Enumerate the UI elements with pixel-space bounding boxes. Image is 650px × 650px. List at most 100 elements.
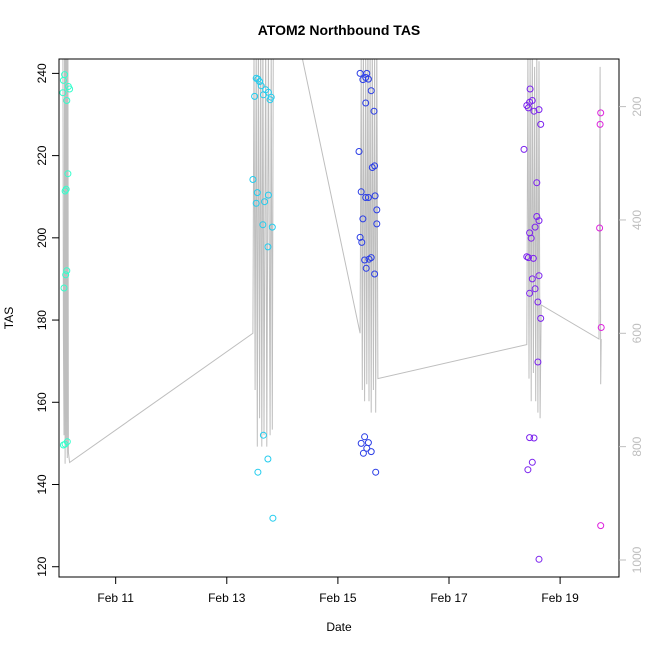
data-point bbox=[528, 458, 536, 466]
data-point bbox=[63, 438, 71, 446]
y2-tick-label: 200 bbox=[630, 96, 644, 116]
data-point bbox=[268, 223, 276, 231]
y2-tick-label: 600 bbox=[630, 323, 644, 343]
data-point bbox=[61, 71, 69, 79]
data-point bbox=[253, 189, 261, 197]
y-tick-label: 220 bbox=[35, 145, 49, 165]
data-point bbox=[261, 198, 269, 206]
data-point bbox=[62, 271, 70, 279]
data-point bbox=[596, 224, 604, 232]
data-point bbox=[531, 285, 539, 293]
data-points-layer bbox=[59, 69, 605, 563]
data-point bbox=[372, 468, 380, 476]
data-point bbox=[364, 75, 372, 83]
data-point bbox=[370, 107, 378, 115]
data-point bbox=[356, 69, 364, 77]
y-axis-left: 120 140 160 180 200 220 240 bbox=[35, 63, 59, 577]
data-point bbox=[530, 107, 538, 115]
data-point bbox=[62, 185, 70, 193]
data-point bbox=[66, 85, 74, 93]
y2-tick-label: 400 bbox=[630, 210, 644, 230]
data-point bbox=[535, 272, 543, 280]
data-point bbox=[267, 93, 275, 101]
data-point bbox=[520, 145, 528, 153]
data-point bbox=[524, 466, 532, 474]
data-point bbox=[537, 314, 545, 322]
data-point bbox=[59, 89, 67, 97]
data-point bbox=[524, 254, 532, 262]
data-point bbox=[264, 455, 272, 463]
x-axis: Feb 11 Feb 13 Feb 15 Feb 17 Feb 19 bbox=[97, 577, 579, 605]
data-point bbox=[264, 243, 272, 251]
data-point bbox=[259, 431, 267, 439]
y2-tick-label: 800 bbox=[630, 436, 644, 456]
data-point bbox=[530, 434, 538, 442]
data-point bbox=[356, 233, 364, 241]
data-point bbox=[529, 254, 537, 262]
data-point bbox=[364, 194, 372, 201]
data-point bbox=[373, 220, 381, 228]
data-point bbox=[362, 194, 370, 201]
data-point bbox=[367, 87, 375, 95]
y-tick-label: 140 bbox=[35, 474, 49, 494]
data-point bbox=[365, 255, 373, 263]
data-point bbox=[63, 97, 71, 104]
data-point bbox=[357, 439, 365, 447]
data-point bbox=[252, 199, 260, 207]
data-point bbox=[527, 234, 535, 242]
data-point bbox=[264, 191, 272, 199]
data-point bbox=[367, 254, 375, 262]
chart-title: ATOM2 Northbound TAS bbox=[258, 22, 421, 38]
x-tick-label: Feb 15 bbox=[319, 591, 357, 605]
data-point bbox=[528, 275, 536, 283]
data-point bbox=[535, 555, 543, 563]
y2-tick-label: 1000 bbox=[630, 546, 644, 573]
y-axis-title: TAS bbox=[2, 307, 16, 329]
data-point bbox=[533, 179, 541, 187]
data-point bbox=[373, 206, 381, 214]
data-point bbox=[357, 188, 365, 196]
data-point bbox=[596, 120, 604, 128]
data-point bbox=[371, 192, 379, 200]
data-point bbox=[597, 324, 605, 331]
plot-frame bbox=[58, 58, 620, 578]
x-tick-label: Feb 17 bbox=[430, 591, 468, 605]
x-tick-label: Feb 11 bbox=[97, 591, 134, 605]
data-point bbox=[371, 162, 379, 170]
y-axis-right: 200 400 600 800 1000 bbox=[619, 96, 644, 573]
data-point bbox=[363, 69, 371, 77]
altitude-line-layer bbox=[62, 59, 602, 464]
data-point bbox=[371, 270, 379, 278]
altitude-line bbox=[62, 59, 602, 464]
y-tick-label: 120 bbox=[35, 556, 49, 576]
data-point bbox=[526, 289, 534, 297]
data-point bbox=[531, 223, 539, 231]
data-point bbox=[254, 468, 262, 476]
data-point bbox=[537, 120, 545, 128]
data-point bbox=[597, 109, 605, 117]
y-tick-label: 200 bbox=[35, 228, 49, 248]
data-point bbox=[64, 170, 72, 178]
data-point bbox=[362, 264, 370, 272]
data-point bbox=[359, 215, 367, 223]
x-tick-label: Feb 19 bbox=[541, 591, 579, 605]
data-point bbox=[358, 238, 366, 246]
data-point bbox=[534, 298, 542, 306]
data-point bbox=[524, 104, 532, 112]
data-point bbox=[361, 256, 369, 264]
data-point bbox=[363, 444, 371, 452]
data-point bbox=[535, 106, 543, 114]
data-point bbox=[249, 176, 257, 183]
data-point bbox=[364, 439, 372, 447]
data-point bbox=[63, 267, 71, 275]
data-point bbox=[526, 85, 534, 93]
data-point bbox=[597, 522, 605, 530]
data-point bbox=[526, 434, 534, 442]
y-tick-label: 160 bbox=[35, 392, 49, 412]
data-point bbox=[257, 82, 265, 90]
data-point bbox=[362, 99, 370, 107]
x-axis-title: Date bbox=[326, 620, 352, 634]
y-tick-label: 240 bbox=[35, 63, 49, 83]
data-point bbox=[60, 284, 68, 292]
